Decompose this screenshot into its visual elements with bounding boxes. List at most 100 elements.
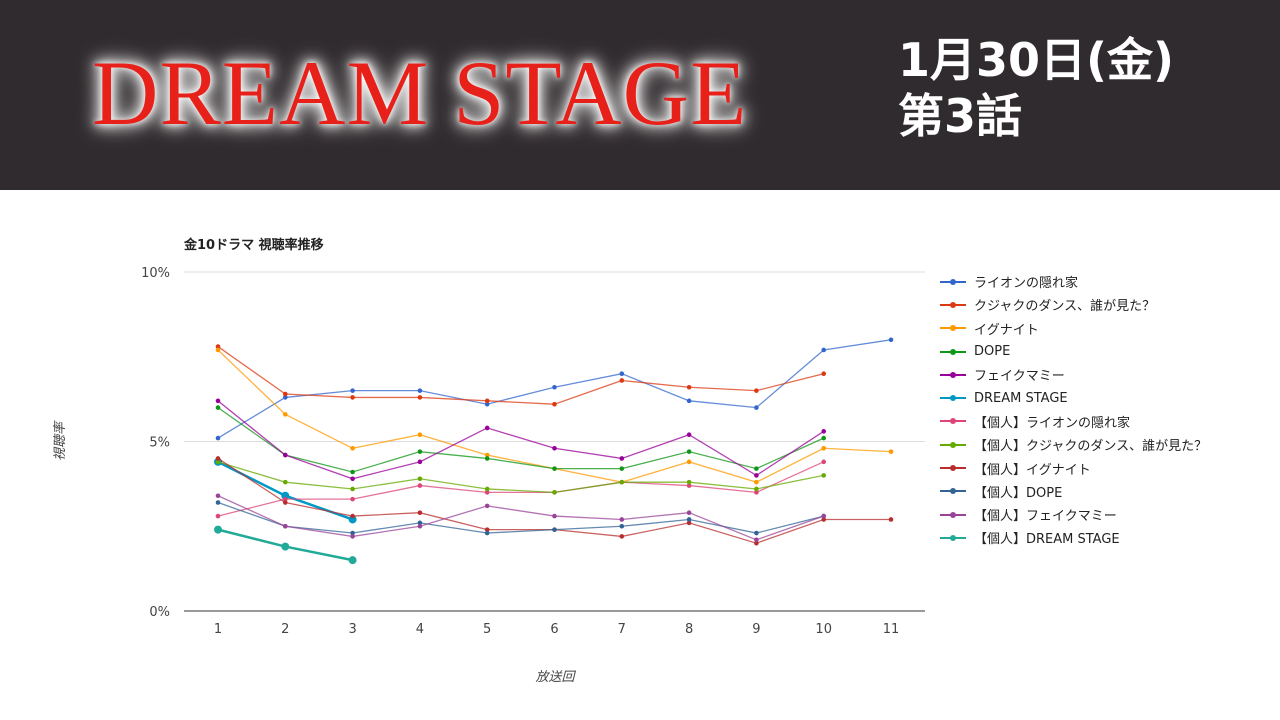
data-point — [619, 456, 625, 461]
data-point — [821, 371, 826, 376]
data-point — [350, 496, 355, 502]
data-point — [484, 456, 490, 461]
data-point — [215, 347, 221, 353]
data-point — [484, 452, 490, 458]
data-point — [350, 469, 355, 475]
series-line — [217, 461, 824, 494]
data-point — [754, 537, 759, 543]
data-point — [619, 371, 625, 376]
data-point — [552, 490, 557, 495]
series-line — [217, 461, 824, 517]
legend-swatch — [940, 416, 966, 426]
data-point — [754, 479, 759, 485]
legend-item[interactable]: イグナイト — [940, 317, 1207, 340]
data-point — [215, 513, 221, 519]
data-point — [619, 466, 625, 471]
legend-item[interactable]: 【個人】DOPE — [940, 480, 1207, 503]
legend-item[interactable]: 【個人】フェイクマミー — [940, 503, 1207, 526]
legend-swatch — [940, 393, 966, 403]
legend-label: フェイクマミー — [974, 369, 1065, 385]
data-point — [484, 425, 490, 431]
data-point — [350, 513, 355, 519]
x-tick-label: 3 — [348, 622, 356, 637]
legend-item[interactable]: 【個人】DREAM STAGE — [940, 526, 1207, 549]
x-tick-label: 1 — [214, 622, 222, 637]
data-point — [754, 466, 759, 471]
data-point — [821, 435, 826, 441]
data-point — [686, 520, 692, 526]
data-point — [821, 429, 826, 434]
data-point — [350, 534, 355, 539]
data-point — [283, 452, 288, 458]
data-point — [686, 384, 692, 390]
data-point — [484, 503, 490, 509]
data-point — [484, 401, 490, 407]
y-tick-label: 5% — [149, 436, 170, 451]
series-line — [217, 349, 892, 483]
data-point — [417, 483, 423, 488]
data-point — [484, 527, 490, 532]
legend-item[interactable]: ライオンの隠れ家 — [940, 270, 1207, 293]
legend-swatch — [940, 486, 966, 496]
data-point — [686, 398, 692, 404]
legend-label: 【個人】DREAM STAGE — [974, 532, 1120, 548]
legend-item[interactable]: フェイクマミー — [940, 363, 1207, 386]
legend-swatch — [940, 347, 966, 357]
legend-item[interactable]: クジャクのダンス、誰が見た？ — [940, 293, 1207, 316]
data-point — [283, 412, 288, 417]
data-point — [348, 515, 357, 524]
data-point — [754, 540, 759, 546]
legend-label: 【個人】DOPE — [974, 485, 1063, 501]
legend-label: ライオンの隠れ家 — [974, 276, 1079, 292]
data-point — [215, 405, 221, 410]
data-point — [821, 347, 826, 353]
data-point — [552, 527, 557, 532]
legend-item[interactable]: 【個人】ライオンの隠れ家 — [940, 410, 1207, 433]
data-point — [283, 500, 288, 505]
data-point — [821, 473, 826, 478]
x-tick-label: 6 — [550, 622, 558, 637]
legend-item[interactable]: DREAM STAGE — [940, 386, 1207, 409]
y-tick-label: 0% — [149, 605, 170, 620]
legend-swatch — [940, 277, 966, 287]
legend-swatch — [940, 510, 966, 520]
data-point — [619, 378, 625, 383]
legend-item[interactable]: DOPE — [940, 340, 1207, 363]
y-tick-label: 10% — [141, 266, 170, 281]
series-line — [217, 346, 824, 405]
data-point — [619, 523, 625, 529]
legend-swatch — [940, 463, 966, 473]
data-point — [619, 479, 625, 485]
data-point — [417, 449, 423, 454]
data-point — [417, 510, 423, 515]
broadcast-info: 1月30日(金) 第3話 — [898, 32, 1174, 144]
legend-swatch — [940, 440, 966, 450]
data-point — [484, 530, 490, 536]
data-point — [215, 493, 221, 499]
data-point — [350, 476, 355, 482]
broadcast-date: 1月30日(金) — [898, 33, 1175, 87]
data-point — [484, 398, 490, 404]
data-point — [350, 530, 355, 536]
data-point — [350, 445, 355, 451]
data-point — [754, 530, 759, 536]
data-point — [350, 486, 355, 492]
data-point — [552, 445, 557, 451]
episode-number: 第3話 — [898, 89, 1023, 143]
data-point — [484, 486, 490, 492]
legend-item[interactable]: 【個人】イグナイト — [940, 456, 1207, 479]
data-point — [686, 479, 692, 485]
data-point — [283, 395, 288, 400]
data-point — [686, 432, 692, 438]
x-tick-label: 5 — [483, 622, 491, 637]
x-axis-label: 放送回 — [535, 670, 576, 685]
data-point — [215, 398, 221, 404]
data-point — [821, 513, 826, 519]
data-point — [686, 517, 692, 522]
data-point — [283, 391, 288, 397]
legend-label: 【個人】ライオンの隠れ家 — [974, 415, 1131, 431]
legend-label: 【個人】クジャクのダンス、誰が見た？ — [974, 439, 1208, 455]
legend-item[interactable]: 【個人】クジャクのダンス、誰が見た？ — [940, 433, 1207, 456]
data-point — [215, 435, 221, 441]
data-point — [552, 513, 557, 519]
